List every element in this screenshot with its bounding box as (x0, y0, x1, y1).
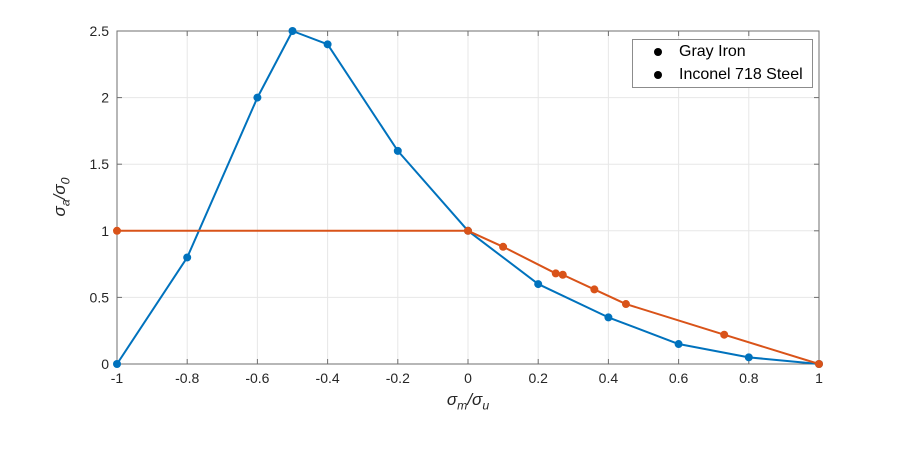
x-tick-label: -0.8 (175, 370, 199, 386)
legend-marker-icon (654, 48, 662, 56)
y-tick-label: 1.5 (90, 156, 110, 172)
series-line-gray-iron (116, 30, 820, 365)
x-tick-label: 0.4 (599, 370, 619, 386)
legend-label: Inconel 718 Steel (679, 66, 803, 83)
data-point-marker (674, 340, 683, 349)
data-point-marker (720, 330, 729, 339)
x-axis-label: σm/σu (446, 390, 490, 413)
x-tick-label: -0.2 (386, 370, 410, 386)
series-inconel-718-steel (113, 226, 823, 368)
data-point-marker (621, 300, 630, 309)
data-point-marker (744, 353, 753, 362)
x-tick-labels: -1 -0.8 -0.6 -0.4 -0.2 0 0.2 0.4 0.6 0.8 1 (111, 370, 823, 386)
legend-label: Gray Iron (679, 43, 746, 60)
data-point-marker (253, 93, 262, 102)
data-point-marker (393, 146, 402, 155)
legend: Gray Iron Inconel 718 Steel (632, 39, 813, 88)
data-point-marker (590, 285, 599, 294)
data-point-marker (288, 27, 297, 35)
legend-marker-icon (654, 71, 662, 79)
y-tick-label: 2 (101, 90, 109, 106)
legend-line-sample-icon (654, 48, 662, 56)
data-point-marker (113, 360, 121, 368)
data-point-marker (534, 280, 543, 289)
y-tick-label: 1 (101, 223, 109, 239)
x-tick-label: 0 (464, 370, 472, 386)
data-point-marker (183, 253, 192, 262)
data-point-marker (464, 226, 472, 235)
x-tick-label: 0.6 (669, 370, 689, 386)
legend-item-inconel-718-steel: Inconel 718 Steel (640, 64, 812, 87)
x-tick-label: 0.2 (528, 370, 548, 386)
y-axis-label: σa/σ0 (50, 177, 73, 217)
x-tick-label: -0.6 (245, 370, 269, 386)
data-point-marker (323, 40, 332, 49)
data-point-marker (551, 269, 560, 278)
y-tick-label: 0.5 (90, 289, 110, 305)
legend-line-sample-icon (654, 71, 662, 79)
x-tick-label: 0.8 (739, 370, 759, 386)
y-tick-label: 2.5 (90, 23, 110, 39)
x-tick-label: 1 (815, 370, 823, 386)
x-tick-label: -1 (111, 370, 124, 386)
y-tick-labels: 0 0.5 1 1.5 2 2.5 (90, 23, 110, 372)
data-point-marker (499, 242, 508, 251)
data-point-marker (113, 226, 121, 235)
data-point-marker (815, 360, 823, 368)
data-point-marker (558, 270, 567, 279)
data-point-marker (604, 313, 613, 322)
legend-item-gray-iron: Gray Iron (640, 41, 812, 64)
y-tick-label: 0 (101, 356, 109, 372)
x-tick-label: -0.4 (316, 370, 340, 386)
